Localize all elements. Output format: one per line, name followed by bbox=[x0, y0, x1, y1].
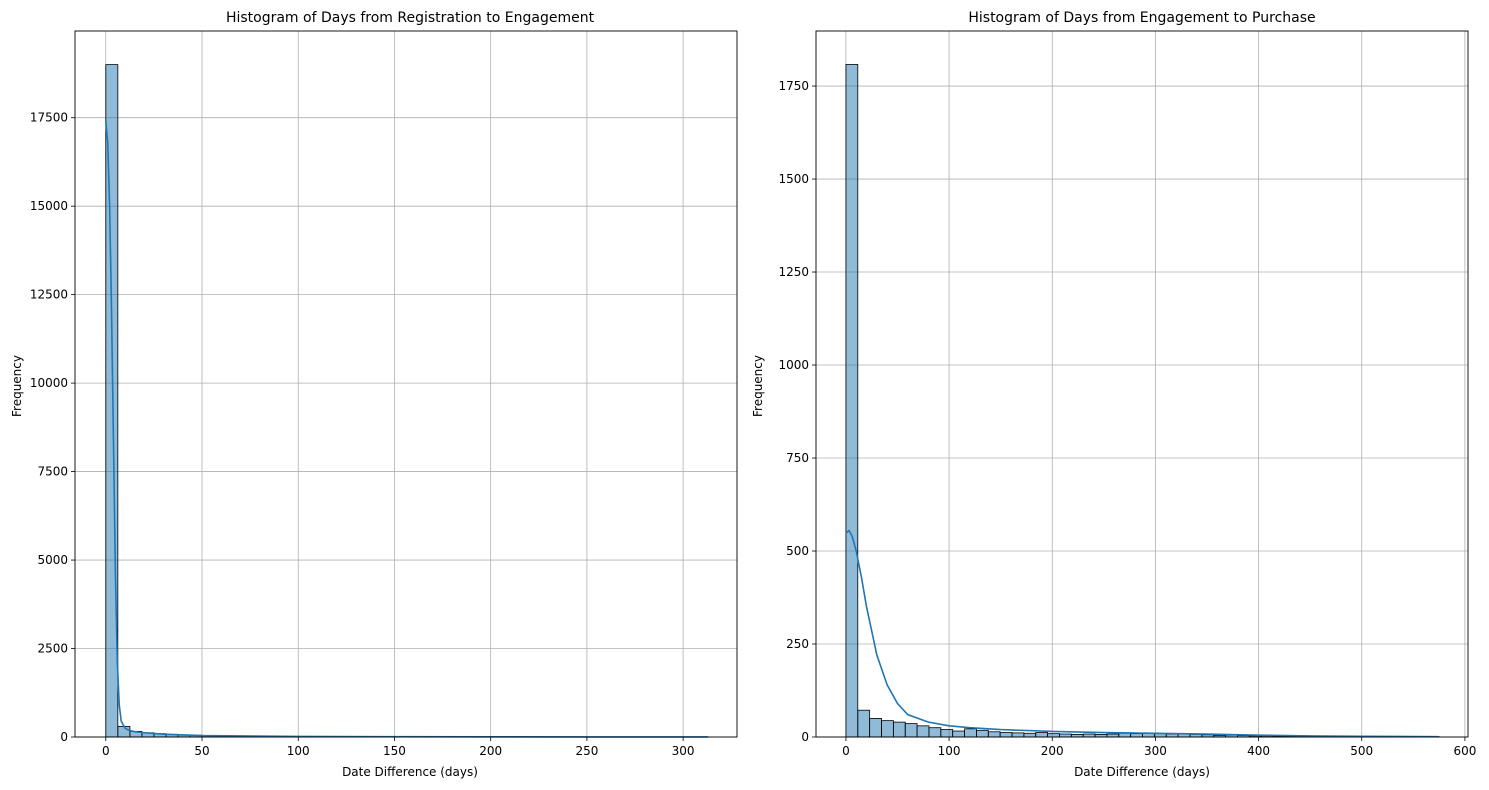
y-tick-label: 5000 bbox=[37, 553, 68, 567]
y-axis-label: Frequency bbox=[751, 355, 765, 417]
histogram-bar bbox=[1011, 732, 1025, 738]
histogram-bar bbox=[976, 729, 989, 738]
histogram-bar bbox=[1130, 733, 1143, 738]
kde-curve bbox=[104, 121, 709, 738]
y-tick-label: 1750 bbox=[778, 79, 809, 93]
axes-frame bbox=[815, 30, 1469, 738]
x-tick-label: 500 bbox=[1350, 744, 1373, 758]
y-tick-label: 750 bbox=[786, 451, 809, 465]
histogram-bar bbox=[904, 723, 918, 738]
y-tick-label: 250 bbox=[786, 637, 809, 651]
x-tick-label: 0 bbox=[102, 744, 110, 758]
x-tick-label: 400 bbox=[1247, 744, 1270, 758]
histogram-bar bbox=[964, 728, 977, 738]
y-tick-label: 12500 bbox=[30, 288, 68, 302]
histogram-bar bbox=[1023, 732, 1037, 738]
kde-curve bbox=[845, 529, 1439, 738]
histogram-bar bbox=[1118, 732, 1132, 738]
y-axis-label: Frequency bbox=[10, 355, 24, 417]
y-tick-label: 500 bbox=[786, 544, 809, 558]
histogram-bar bbox=[881, 720, 894, 738]
x-tick-label: 50 bbox=[194, 744, 209, 758]
x-tick-label: 0 bbox=[842, 744, 850, 758]
x-tick-label: 200 bbox=[1041, 744, 1064, 758]
histogram-bar bbox=[940, 729, 954, 738]
x-tick-label: 200 bbox=[479, 744, 502, 758]
y-tick-label: 1250 bbox=[778, 265, 809, 279]
x-tick-label: 300 bbox=[672, 744, 695, 758]
y-tick-label: 2500 bbox=[37, 642, 68, 656]
y-tick-label: 1500 bbox=[778, 172, 809, 186]
axes-frame bbox=[74, 30, 738, 738]
histogram-bar bbox=[857, 709, 871, 738]
y-tick-label: 7500 bbox=[37, 465, 68, 479]
histogram-bar bbox=[999, 732, 1013, 738]
chart-title: Histogram of Days from Engagement to Pur… bbox=[968, 10, 1315, 26]
x-axis-label: Date Difference (days) bbox=[342, 765, 478, 779]
y-tick-label: 0 bbox=[60, 730, 68, 744]
histogram-bar bbox=[1047, 733, 1060, 738]
x-tick-label: 100 bbox=[287, 744, 310, 758]
y-tick-label: 17500 bbox=[30, 111, 68, 125]
x-tick-label: 600 bbox=[1453, 744, 1476, 758]
x-tick-label: 100 bbox=[938, 744, 961, 758]
histogram-bar bbox=[1035, 732, 1049, 738]
chart-title: Histogram of Days from Registration to E… bbox=[226, 10, 595, 26]
subplot-engagement-to-purchase: Histogram of Days from Engagement to Pur… bbox=[751, 10, 1476, 779]
histogram-bar bbox=[952, 730, 965, 738]
histogram-bar bbox=[845, 64, 859, 738]
histogram-bar bbox=[916, 725, 930, 738]
histogram-bar bbox=[117, 725, 131, 738]
x-tick-label: 250 bbox=[575, 744, 598, 758]
y-tick-label: 1000 bbox=[778, 358, 809, 372]
subplot-registration-to-engagement: Histogram of Days from Registration to E… bbox=[10, 10, 738, 779]
y-tick-label: 15000 bbox=[30, 199, 68, 213]
y-tick-label: 10000 bbox=[30, 376, 68, 390]
histogram-bar bbox=[869, 718, 882, 738]
y-tick-label: 0 bbox=[801, 730, 809, 744]
x-tick-label: 300 bbox=[1144, 744, 1167, 758]
x-axis-label: Date Difference (days) bbox=[1074, 765, 1210, 779]
histogram-bar bbox=[892, 721, 906, 738]
x-tick-label: 150 bbox=[383, 744, 406, 758]
histogram-bar bbox=[928, 727, 942, 738]
histogram-bar bbox=[987, 731, 1001, 738]
